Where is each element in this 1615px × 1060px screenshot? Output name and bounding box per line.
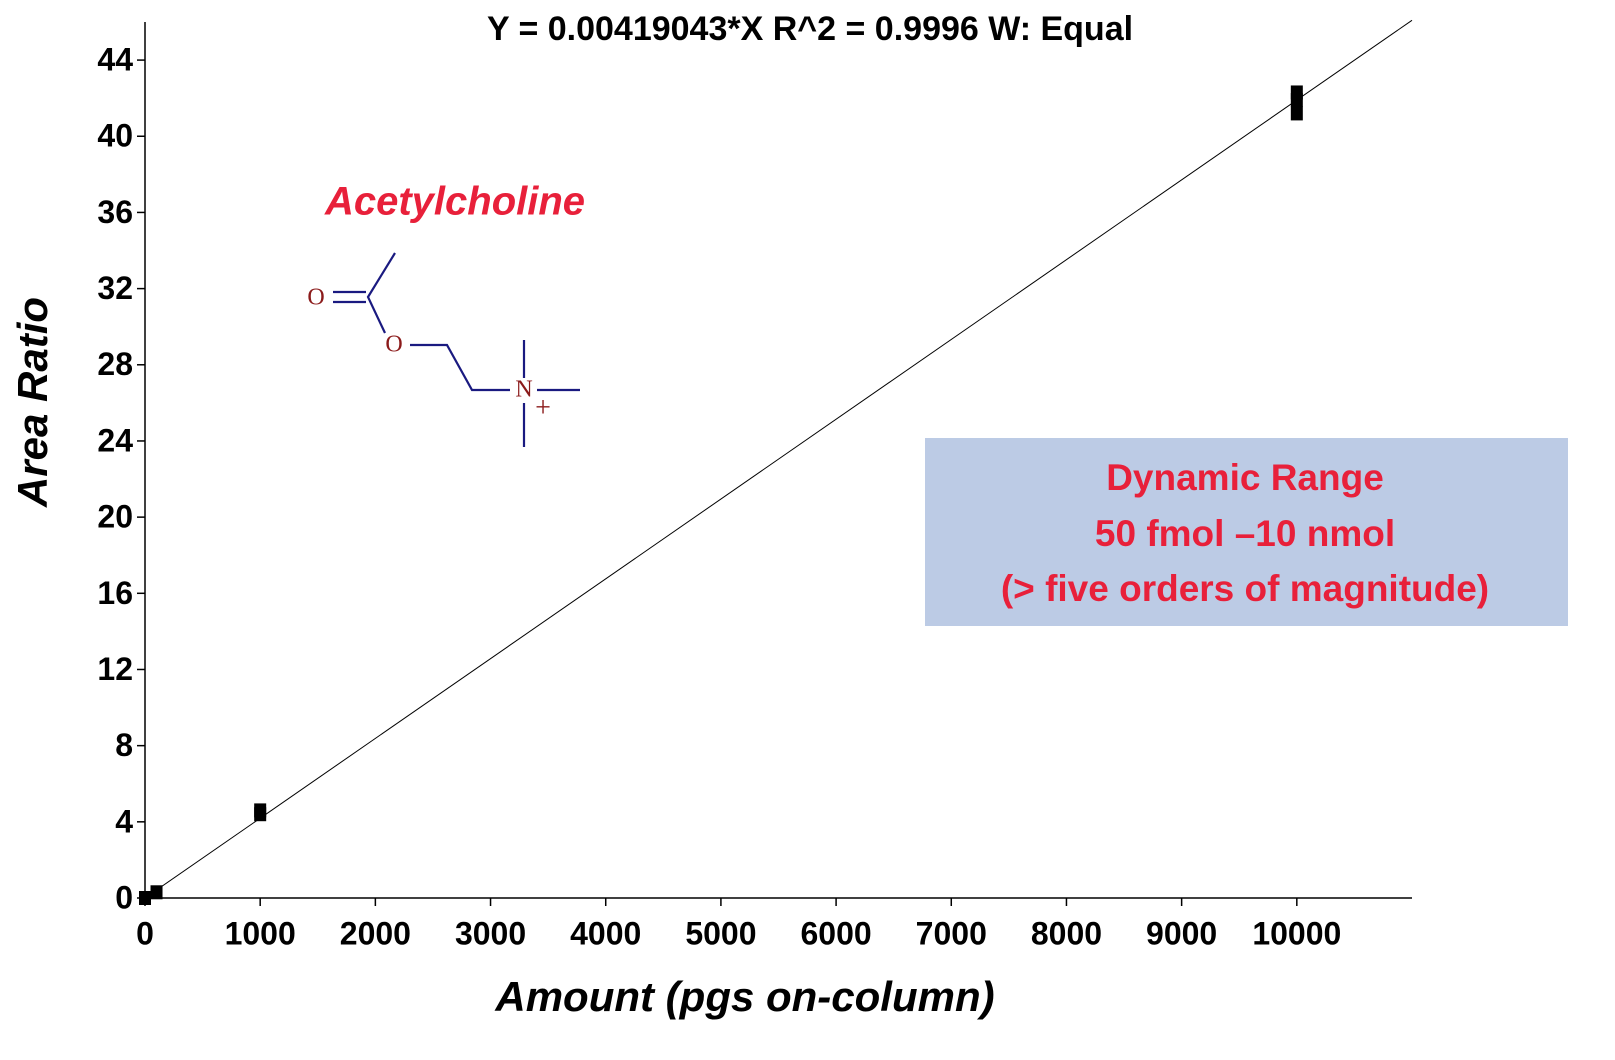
x-tick-label: 10000 xyxy=(1252,915,1341,951)
y-tick-label: 8 xyxy=(115,727,133,763)
point xyxy=(1290,93,1303,108)
y-tick-label: 20 xyxy=(97,499,133,535)
y-tick-label: 44 xyxy=(97,42,133,78)
note-line: (> five orders of magnitude) xyxy=(1001,568,1489,609)
y-tick-label: 12 xyxy=(97,651,133,687)
x-tick-label: 3000 xyxy=(455,915,526,951)
x-tick-label: 5000 xyxy=(685,915,756,951)
atom: O xyxy=(385,332,402,358)
structure: O O N + xyxy=(307,252,580,447)
point xyxy=(150,885,163,900)
note-line: 50 fmol –10 nmol xyxy=(1095,513,1395,554)
x-tick-label: 4000 xyxy=(570,915,641,951)
x-tick-label: 0 xyxy=(136,915,154,951)
y-tick-label: 16 xyxy=(97,575,133,611)
x-tick-label: 1000 xyxy=(225,915,296,951)
y-tick-label: 32 xyxy=(97,270,133,306)
point xyxy=(254,807,267,822)
bond xyxy=(410,343,510,392)
y-tick-label: 0 xyxy=(115,879,133,915)
chart-title: Y = 0.00419043*X R^2 = 0.9996 W: Equal xyxy=(487,10,1133,48)
note-box xyxy=(925,438,1568,626)
point xyxy=(139,891,151,905)
note-line: Dynamic Range xyxy=(1106,457,1384,498)
compound-name: Acetylcholine xyxy=(324,180,585,224)
fit-line xyxy=(144,19,1413,899)
point xyxy=(1290,106,1303,121)
x-tick-label: 9000 xyxy=(1146,915,1217,951)
y-tick-label: 28 xyxy=(97,346,133,382)
x-axis-title: Amount (pgs on-column) xyxy=(494,973,994,1020)
x-tick-label: 7000 xyxy=(916,915,987,951)
x-tick-label: 2000 xyxy=(340,915,411,951)
y-tick-label: 36 xyxy=(97,194,133,230)
bond xyxy=(366,252,396,334)
y-tick-label: 24 xyxy=(97,422,133,458)
y-tick-label: 4 xyxy=(115,803,133,839)
x-tick-label: 8000 xyxy=(1031,915,1102,951)
atom: O xyxy=(307,285,324,311)
charge: + xyxy=(535,392,551,423)
y-axis-title: Area Ratio xyxy=(9,297,56,508)
y-tick-label: 40 xyxy=(97,118,133,154)
x-tick-label: 6000 xyxy=(800,915,871,951)
atom: N xyxy=(515,377,532,403)
